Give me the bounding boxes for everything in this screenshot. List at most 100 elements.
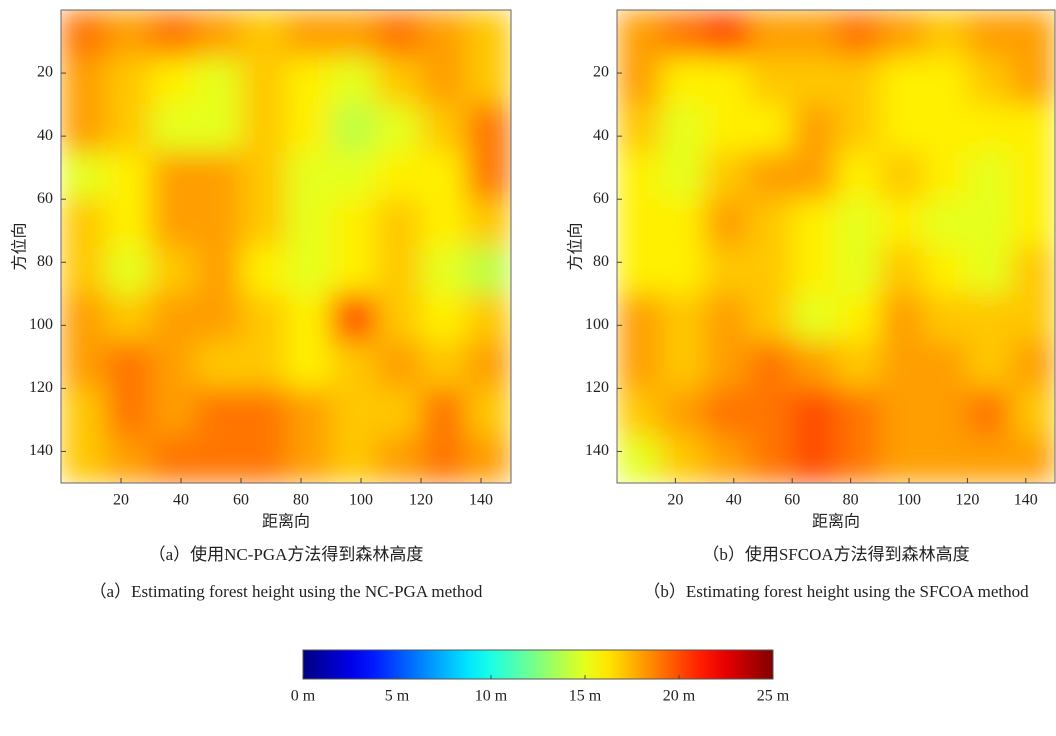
- heat-cell: [967, 246, 1012, 295]
- heat-cell: [106, 199, 152, 247]
- y-tick-label: 100: [29, 316, 53, 333]
- y-tick-label: 40: [593, 127, 609, 144]
- heat-cell: [196, 199, 242, 247]
- heat-cell: [421, 435, 467, 484]
- heat-cell: [660, 57, 706, 106]
- heat-cell: [748, 199, 793, 247]
- heat-cell: [617, 293, 662, 342]
- heat-cell: [61, 10, 107, 58]
- heat-cell: [792, 10, 837, 58]
- heat-cell: [106, 293, 152, 342]
- heat-cell: [286, 293, 332, 342]
- plot-frame: [60, 9, 512, 484]
- heat-cell: [923, 151, 968, 200]
- heat-cell: [376, 246, 422, 295]
- heat-cell: [331, 341, 377, 389]
- heat-cell: [967, 293, 1012, 342]
- heat-cell: [967, 388, 1012, 437]
- heat-cell: [748, 10, 793, 58]
- caption-cn: （a）使用NC-PGA方法得到森林高度: [148, 545, 424, 564]
- heat-cell: [704, 246, 749, 295]
- heat-cell: [660, 199, 706, 247]
- heat-cell: [331, 151, 377, 200]
- heat-cell: [879, 199, 925, 247]
- heat-cell: [241, 293, 287, 342]
- heat-cell: [466, 435, 512, 484]
- heat-cell: [1011, 435, 1056, 484]
- heat-cell: [61, 104, 107, 153]
- heat-cell: [196, 57, 242, 106]
- heat-cell: [331, 388, 377, 437]
- heat-cell: [617, 246, 662, 295]
- heat-cell: [748, 104, 793, 153]
- heat-cell: [748, 151, 793, 200]
- heat-cell: [151, 293, 197, 342]
- heat-cell: [376, 199, 422, 247]
- heat-cell: [61, 435, 107, 484]
- heat-cell: [376, 341, 422, 389]
- heat-cell: [879, 246, 925, 295]
- heat-cell: [617, 10, 662, 58]
- heat-cell: [879, 57, 925, 106]
- heat-cell: [1011, 341, 1056, 389]
- heat-cell: [286, 10, 332, 58]
- heat-cell: [967, 341, 1012, 389]
- heat-cell: [151, 388, 197, 437]
- heat-cell: [151, 57, 197, 106]
- y-tick-label: 140: [29, 442, 53, 459]
- heat-cell: [106, 435, 152, 484]
- heat-cell: [286, 104, 332, 153]
- heat-cell: [923, 57, 968, 106]
- heat-cell: [241, 246, 287, 295]
- heat-cell: [151, 435, 197, 484]
- heat-cell: [196, 341, 242, 389]
- heat-cell: [196, 246, 242, 295]
- colorbar-tick-label: 25 m: [757, 688, 790, 705]
- heat-cell: [792, 388, 837, 437]
- heat-cell: [923, 246, 968, 295]
- heat-cell: [376, 57, 422, 106]
- heat-cell: [1011, 388, 1056, 437]
- heat-cell: [106, 57, 152, 106]
- heat-cell: [421, 341, 467, 389]
- x-tick-label: 100: [349, 492, 373, 509]
- heat-cell: [617, 151, 662, 200]
- heat-cell: [967, 151, 1012, 200]
- heat-cell: [879, 388, 925, 437]
- heatmap: [617, 10, 1056, 484]
- heat-cell: [376, 104, 422, 153]
- x-tick-label: 120: [409, 492, 433, 509]
- heat-cell: [421, 246, 467, 295]
- heat-cell: [836, 10, 881, 58]
- heat-cell: [923, 435, 968, 484]
- heat-cell: [836, 246, 881, 295]
- heat-cell: [617, 104, 662, 153]
- heat-cell: [421, 151, 467, 200]
- heat-cell: [466, 388, 512, 437]
- heat-cell: [923, 104, 968, 153]
- heat-cell: [151, 246, 197, 295]
- heat-cell: [792, 57, 837, 106]
- y-tick-label: 40: [37, 127, 53, 144]
- heat-cell: [836, 104, 881, 153]
- heat-cell: [286, 246, 332, 295]
- heat-cell: [792, 104, 837, 153]
- heat-cell: [704, 199, 749, 247]
- heat-cell: [660, 104, 706, 153]
- heat-cell: [660, 293, 706, 342]
- heat-cell: [879, 10, 925, 58]
- heat-cell: [106, 388, 152, 437]
- heat-cell: [241, 199, 287, 247]
- heat-cell: [421, 293, 467, 342]
- heat-cell: [1011, 246, 1056, 295]
- heat-cell: [106, 246, 152, 295]
- x-tick-label: 80: [843, 492, 859, 509]
- heat-cell: [376, 151, 422, 200]
- heat-cell: [836, 151, 881, 200]
- y-axis-label: 方位向: [567, 222, 585, 270]
- heat-cell: [421, 388, 467, 437]
- heat-cell: [466, 104, 512, 153]
- heat-cell: [748, 388, 793, 437]
- heat-cell: [241, 10, 287, 58]
- heat-cell: [151, 151, 197, 200]
